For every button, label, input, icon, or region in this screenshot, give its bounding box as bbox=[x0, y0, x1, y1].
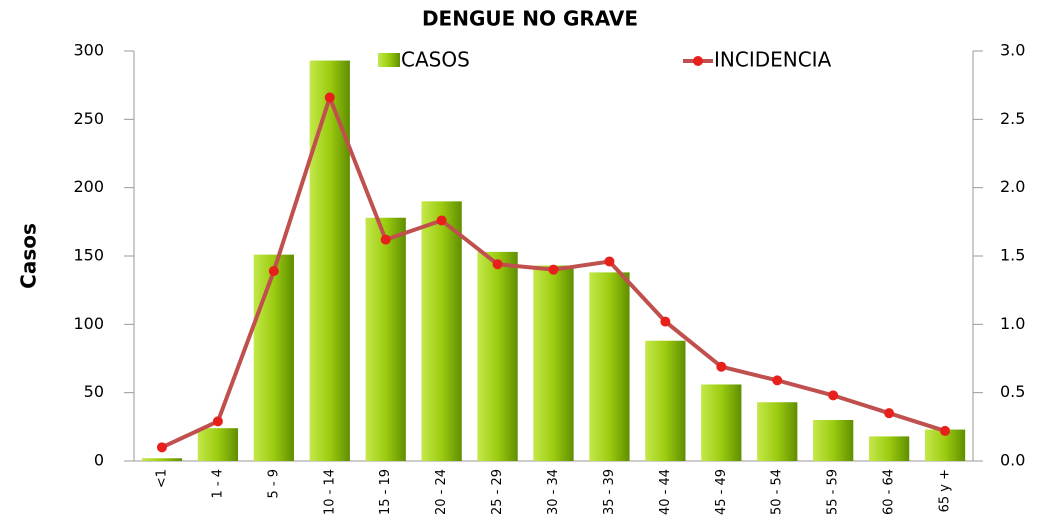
bar bbox=[309, 60, 350, 462]
x-tick-label: 25 - 29 bbox=[490, 469, 505, 515]
bar bbox=[141, 458, 183, 461]
bar bbox=[868, 436, 910, 461]
bar bbox=[477, 251, 518, 461]
bar bbox=[253, 254, 294, 461]
point bbox=[884, 408, 895, 419]
x-tick-label: 5 - 9 bbox=[266, 469, 281, 499]
y-tick-label: 300 bbox=[73, 41, 104, 60]
y2-tick-label: 1.0 bbox=[1000, 314, 1025, 333]
x-tick-label: 50 - 54 bbox=[770, 469, 785, 515]
x-tick-label: 30 - 34 bbox=[546, 469, 561, 515]
y-tick-label: 100 bbox=[73, 314, 104, 333]
point bbox=[324, 92, 335, 103]
x-tick-label: 1 - 4 bbox=[210, 469, 225, 499]
point bbox=[716, 361, 727, 372]
point bbox=[940, 425, 951, 436]
y-axis-title: Casos bbox=[17, 223, 41, 289]
point bbox=[156, 442, 167, 453]
y-tick-label: 150 bbox=[73, 246, 104, 265]
chart-title: DENGUE NO GRAVE bbox=[422, 7, 638, 31]
x-tick-label: 20 - 24 bbox=[434, 469, 449, 515]
y-tick-label: 250 bbox=[73, 109, 104, 128]
legend-swatch bbox=[378, 53, 400, 67]
bar bbox=[589, 272, 630, 461]
bar bbox=[365, 217, 406, 461]
point bbox=[828, 390, 839, 401]
y2-tick-label: 0.5 bbox=[1000, 382, 1025, 401]
x-tick-label: 10 - 14 bbox=[322, 469, 337, 515]
y-tick-label: 200 bbox=[73, 177, 104, 196]
y-tick-label: 0 bbox=[94, 451, 104, 470]
y-tick-label: 50 bbox=[84, 382, 104, 401]
point bbox=[604, 256, 615, 267]
point bbox=[772, 375, 783, 386]
point bbox=[268, 266, 279, 277]
bar bbox=[701, 384, 742, 461]
x-tick-label: 65 y + bbox=[938, 469, 953, 512]
x-tick-label: 40 - 44 bbox=[658, 469, 673, 515]
y2-tick-label: 1.5 bbox=[1000, 246, 1025, 265]
x-tick-label: 35 - 39 bbox=[602, 469, 617, 515]
bar bbox=[421, 201, 462, 462]
y2-tick-label: 2.0 bbox=[1000, 177, 1025, 196]
x-tick-label: <1 bbox=[154, 469, 169, 488]
y2-tick-label: 0.0 bbox=[1000, 451, 1025, 470]
point bbox=[548, 264, 559, 275]
bar bbox=[813, 420, 854, 461]
point bbox=[436, 215, 447, 226]
legend-label: CASOS bbox=[401, 48, 470, 72]
point bbox=[212, 416, 223, 427]
x-tick-label: 15 - 19 bbox=[378, 469, 393, 515]
bar bbox=[757, 402, 798, 461]
x-tick-label: 55 - 59 bbox=[826, 469, 841, 515]
y2-tick-label: 2.5 bbox=[1000, 109, 1025, 128]
bar bbox=[645, 340, 686, 461]
point bbox=[492, 259, 503, 270]
y2-tick-label: 3.0 bbox=[1000, 41, 1025, 60]
legend-label: INCIDENCIA bbox=[714, 48, 832, 72]
bar bbox=[197, 428, 239, 461]
bar bbox=[533, 265, 574, 461]
point bbox=[380, 234, 391, 245]
x-tick-label: 60 - 64 bbox=[882, 469, 897, 515]
x-tick-label: 45 - 49 bbox=[714, 469, 729, 515]
point bbox=[660, 316, 671, 327]
legend-point bbox=[693, 56, 703, 66]
